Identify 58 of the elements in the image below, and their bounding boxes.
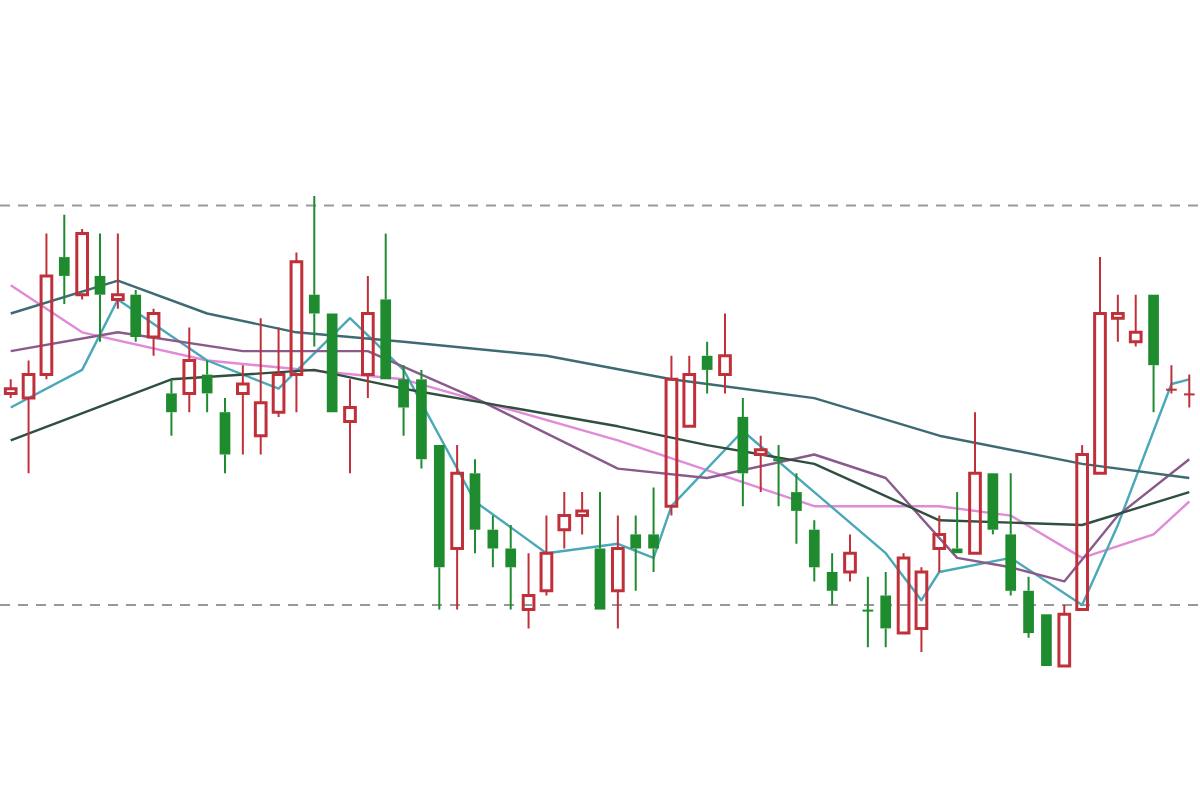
candlestick [505, 524, 517, 611]
candlestick [737, 397, 749, 508]
candlestick [594, 491, 606, 610]
candlestick [361, 274, 375, 400]
candlestick [450, 444, 464, 611]
candlestick [469, 458, 481, 555]
candlestick [539, 514, 554, 597]
candlestick [21, 359, 36, 475]
candlestick [94, 232, 106, 343]
candlestick [433, 445, 445, 611]
candlestick [862, 575, 874, 649]
candlestick [701, 340, 713, 395]
candlestick [416, 368, 427, 470]
candlestick [718, 312, 732, 395]
candlestick [1183, 373, 1195, 409]
candlestick [130, 289, 142, 343]
candlestick [1111, 293, 1125, 343]
candlestick [487, 514, 499, 569]
candlestick [1166, 364, 1177, 395]
candlestick [826, 552, 838, 606]
candlestick [236, 364, 250, 456]
candlestick [932, 514, 947, 573]
candlestick [271, 326, 286, 418]
candlestick [1148, 294, 1159, 414]
candlestick [808, 519, 820, 583]
candlestick [843, 533, 857, 583]
candlestick [219, 397, 231, 475]
candlestick [753, 434, 768, 494]
candlestick [146, 307, 161, 357]
candlestick [398, 364, 409, 437]
candlestick [111, 232, 125, 310]
candlestick [521, 552, 536, 630]
candlestick [630, 514, 642, 592]
candlestick [1093, 256, 1107, 475]
candlestick [343, 378, 357, 475]
candlestick [201, 359, 213, 414]
candlestick [648, 486, 659, 573]
candlestick [880, 571, 892, 649]
candlestick [575, 491, 589, 536]
candlestick [39, 232, 54, 381]
candlestick [682, 354, 697, 428]
candlestick [1023, 575, 1034, 639]
candlestick [182, 326, 197, 414]
candlestick [557, 491, 572, 550]
candlestick [308, 195, 320, 348]
candlestick [1128, 293, 1143, 348]
candlestick [914, 566, 929, 653]
candlestick [166, 378, 177, 437]
candlestick [791, 472, 802, 545]
candlestick [611, 514, 625, 630]
candlestick [773, 444, 784, 508]
candlestick [1005, 472, 1017, 597]
candlestick [380, 232, 392, 380]
candlestick [253, 317, 268, 456]
candlestick [58, 213, 70, 306]
candlestick [664, 354, 679, 517]
candlestick [968, 411, 982, 555]
candlestick [289, 251, 304, 414]
